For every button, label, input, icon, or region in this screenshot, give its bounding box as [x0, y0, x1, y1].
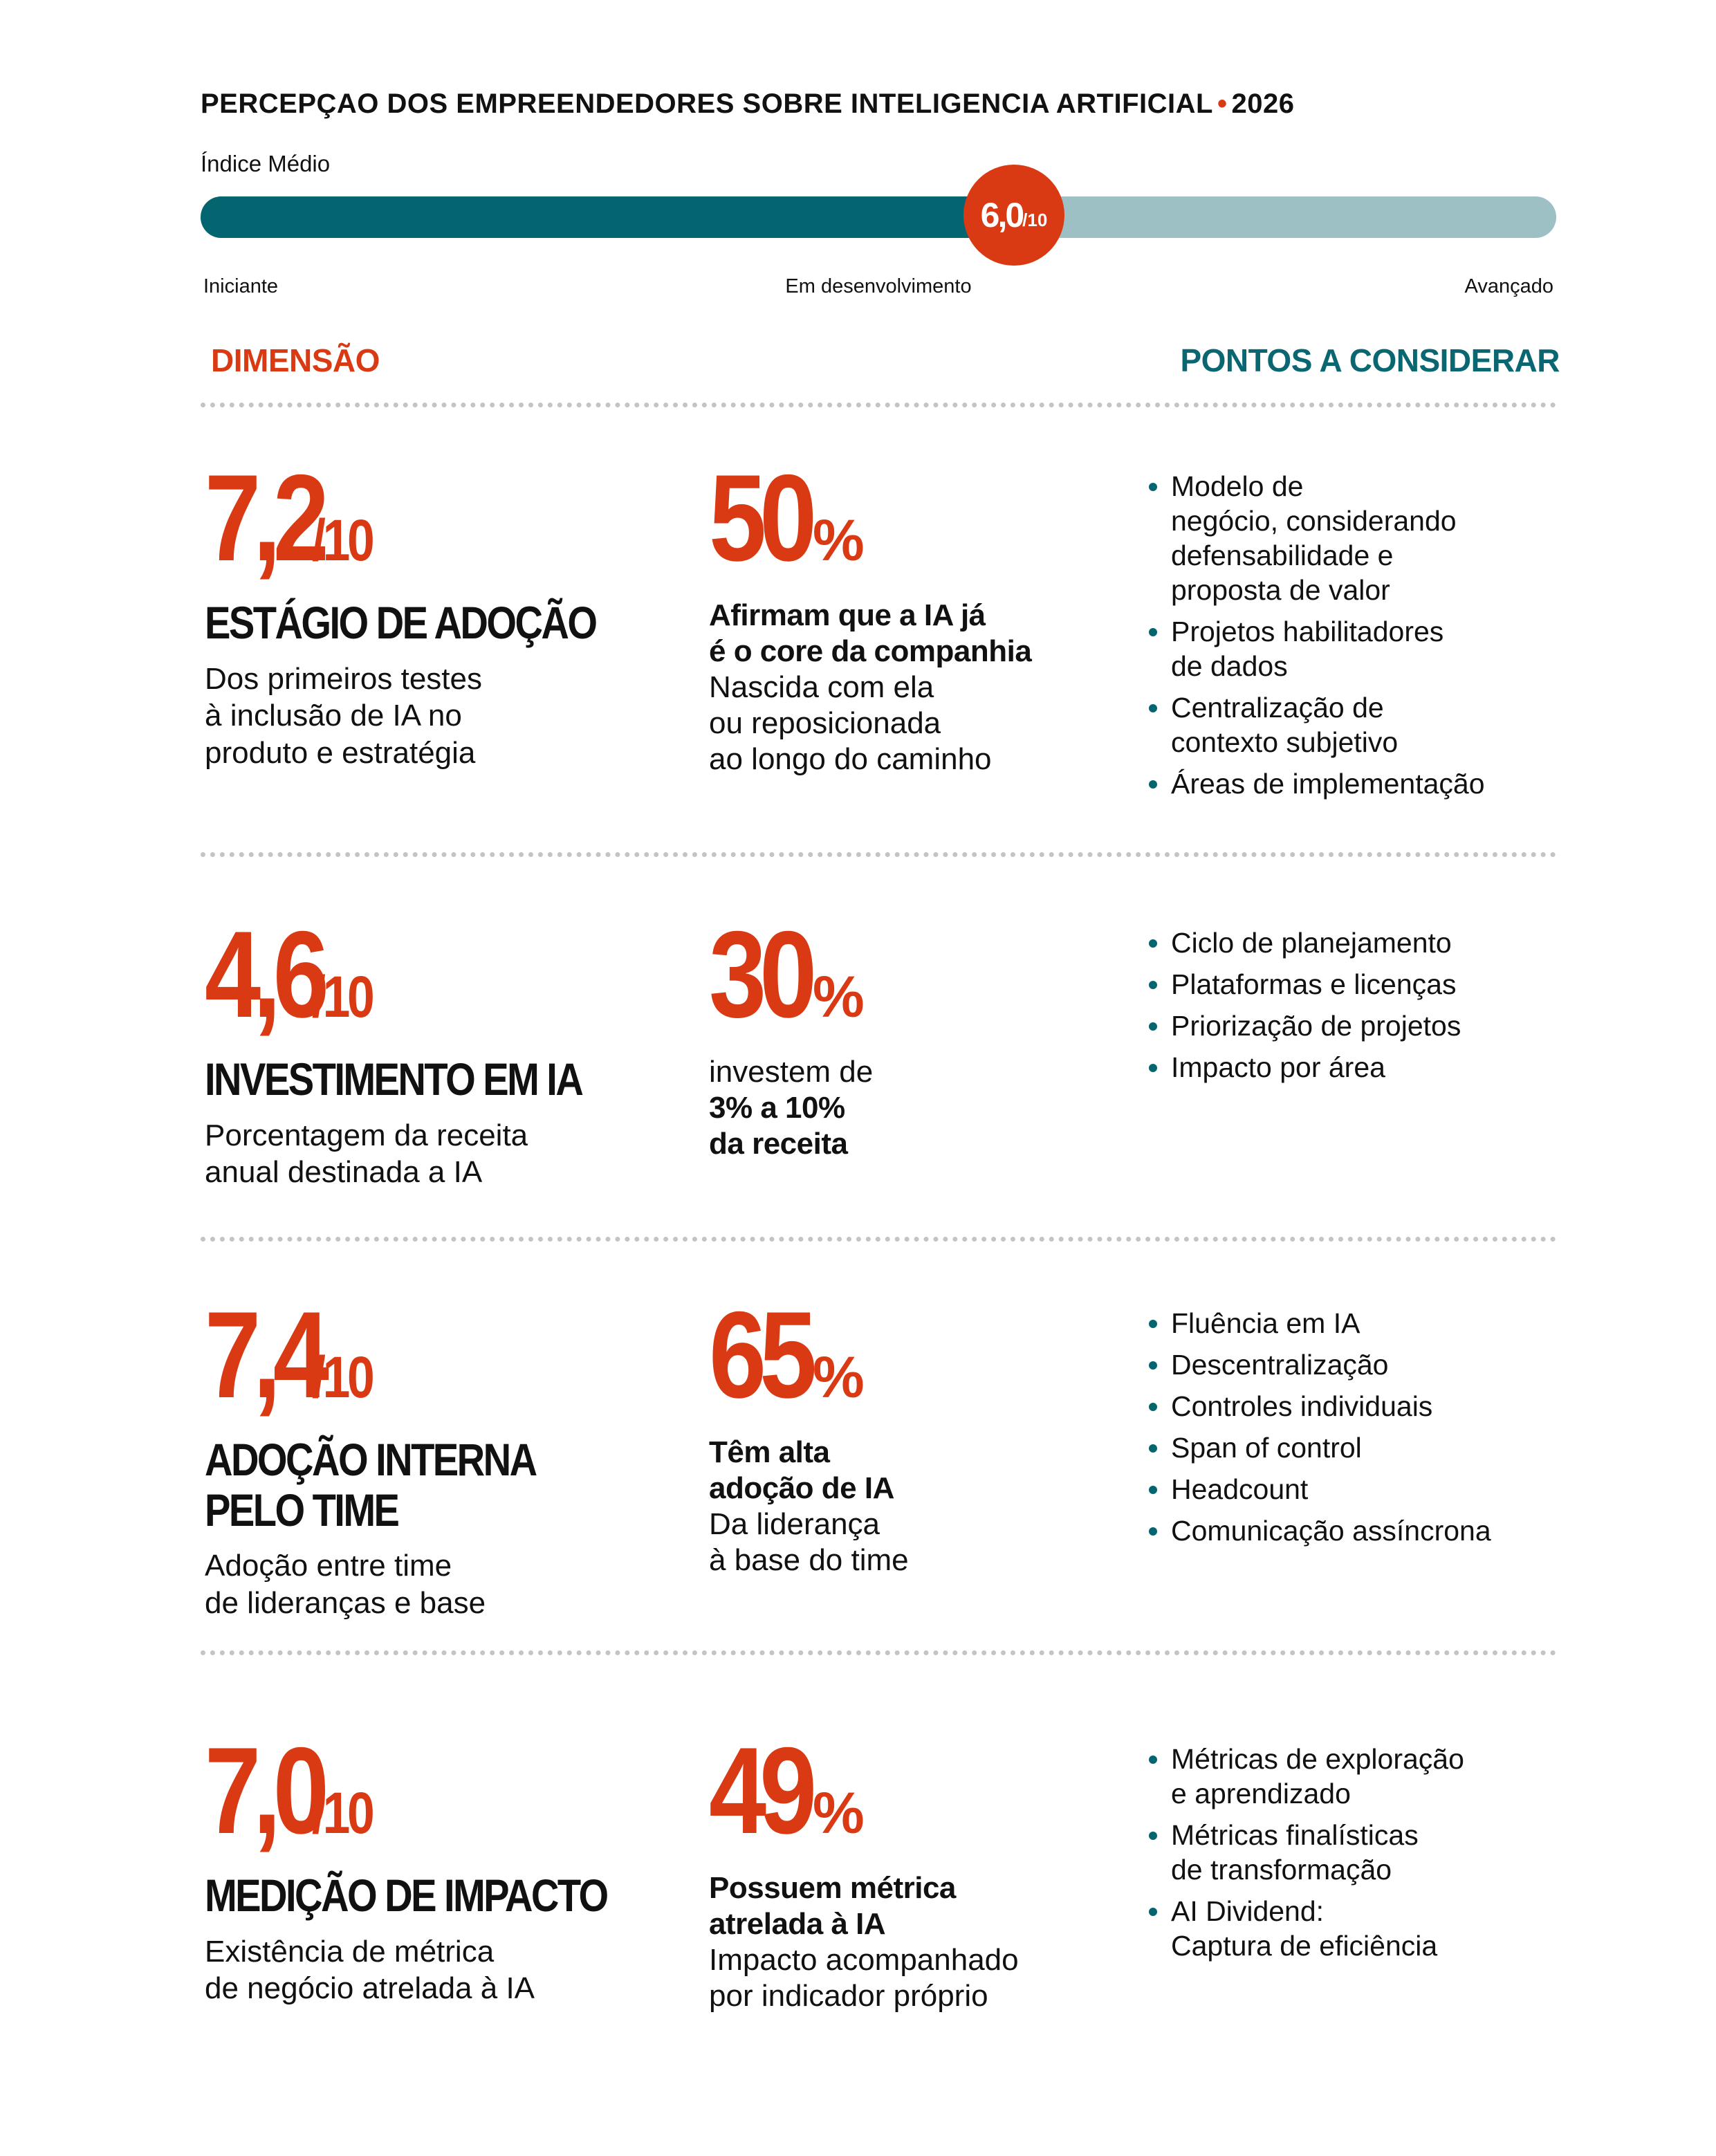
stat: 65% — [709, 1293, 1124, 1417]
point: Métricas finalísticas de transformação — [1145, 1818, 1574, 1887]
stat-block: 49% Possuem métrica atrelada à IA Impacto … — [709, 1729, 1124, 2014]
dimension-description: Existência de métrica de negócio atrelad… — [205, 1934, 535, 2006]
column-head: PONTOS A CONSIDERAR — [1180, 342, 1560, 378]
point: Métricas de exploração e aprendizado — [1145, 1742, 1574, 1811]
separator — [201, 1237, 1556, 1242]
stat-unit: % — [813, 508, 865, 573]
stat-captions: Possuem métrica atrelada à IA Impacto aco… — [709, 1870, 1124, 2014]
separator — [201, 1650, 1556, 1655]
point: Descentralização — [1145, 1347, 1574, 1382]
stat-value: 65 — [709, 1286, 817, 1423]
stat-caption: Têm alta adoção de IA — [709, 1435, 894, 1505]
point: Impacto por área — [1145, 1050, 1574, 1085]
stat-block: 30% investem de 3% a 10% da receita — [709, 913, 1124, 1162]
separator — [201, 403, 1556, 407]
score-value: 7,4 — [205, 1286, 329, 1423]
index-bar-track — [201, 196, 1556, 238]
dimension: 4,6/10 INVESTIMENTO EM IA Porcentagem da r… — [205, 913, 689, 1191]
stat-captions: investem de 3% a 10% da receita — [709, 1054, 1124, 1162]
points: Fluência em IA Descentralização Controles … — [1145, 1306, 1574, 1555]
dimension-name: INVESTIMENTO EM IA — [205, 1053, 584, 1105]
point: Headcount — [1145, 1472, 1574, 1507]
index-marker: 6,0/10 — [963, 165, 1064, 266]
point: Fluência em IA — [1145, 1306, 1574, 1340]
level-label: Iniciante — [203, 275, 279, 297]
separator — [201, 852, 1556, 857]
title-text: PERCEPÇAO DOS EMPREENDEDORES SOBRE INTEL… — [201, 89, 1213, 119]
score-suffix: /10 — [312, 508, 375, 573]
point: Comunicação assíncrona — [1145, 1513, 1574, 1548]
stat-captions: Têm alta adoção de IA Da liderança à base… — [709, 1435, 1124, 1578]
stat-caption: Possuem métrica atrelada à IA — [709, 1871, 956, 1941]
point: Priorização de projetos — [1145, 1008, 1574, 1043]
dimension-description: Adoção entre time de lideranças e base — [205, 1549, 486, 1620]
level-label: Em desenvolvimento — [785, 275, 972, 297]
point: Centralização de contexto subjetivo — [1145, 690, 1574, 759]
score-value: 7,2 — [205, 449, 329, 587]
index-scale: /10 — [1022, 209, 1048, 230]
point: Modelo de negócio, considerando defensab… — [1145, 469, 1574, 607]
dimension-name: MEDIÇÃO DE IMPACTO — [205, 1870, 609, 1921]
point: Span of control — [1145, 1430, 1574, 1465]
score: 7,4/10 — [205, 1293, 689, 1417]
dimension: 7,4/10 ADOÇÃO INTERNA PELO TIME Adoção ent… — [205, 1293, 689, 1622]
stat-value: 30 — [709, 905, 817, 1043]
point: AI Dividend: Captura de eficiência — [1145, 1894, 1574, 1963]
point: Projetos habilitadores de dados — [1145, 614, 1574, 683]
stat-caption: Nascida com ela ou reposicionada ao long… — [709, 670, 992, 776]
points: Ciclo de planejamento Plataformas e licen… — [1145, 925, 1574, 1091]
index-label: Índice Médio — [201, 151, 331, 176]
score: 7,2/10 — [205, 457, 689, 580]
dimension: 7,2/10 ESTÁGIO DE ADOÇÃO Dos primeiros tes… — [205, 457, 689, 772]
index-value: 6,0 — [980, 196, 1024, 234]
stat-caption: 3% a 10% da receita — [709, 1090, 848, 1161]
score: 7,0/10 — [205, 1729, 689, 1852]
stat: 30% — [709, 913, 1124, 1036]
stat-caption: Impacto acompanhado por indicador própri… — [709, 1942, 1019, 2013]
score-value: 7,0 — [205, 1722, 329, 1859]
level-label: Avançado — [1464, 275, 1553, 297]
stat-block: 50% Afirmam que a IA já é o core da compa… — [709, 457, 1124, 777]
point: Plataformas e licenças — [1145, 967, 1574, 1002]
points: Métricas de exploração e aprendizado Métr… — [1145, 1742, 1574, 1970]
index-bar-fill — [201, 196, 1014, 238]
stat-block: 65% Têm alta adoção de IA Da liderança à b… — [709, 1293, 1124, 1578]
score: 4,6/10 — [205, 913, 689, 1036]
dimension: 7,0/10 MEDIÇÃO DE IMPACTO Existência de mé… — [205, 1729, 689, 2007]
stat-caption: investem de — [709, 1055, 874, 1089]
dimension-description: Dos primeiros testes à inclusão de IA no… — [205, 661, 483, 770]
score-value: 4,6 — [205, 905, 329, 1043]
score-suffix: /10 — [312, 1345, 375, 1410]
title-year: 2026 — [1231, 89, 1295, 119]
stat-caption: Da liderança à base do time — [709, 1507, 909, 1577]
stat: 50% — [709, 457, 1124, 580]
point: Controles individuais — [1145, 1389, 1574, 1423]
score-suffix: /10 — [312, 964, 375, 1029]
stat-unit: % — [813, 1345, 865, 1410]
stat: 49% — [709, 1729, 1124, 1852]
dimension-name: ADOÇÃO INTERNA PELO TIME — [205, 1434, 537, 1536]
stat-caption: Afirmam que a IA já é o core da companhi… — [709, 598, 1032, 668]
stat-unit: % — [813, 1780, 865, 1845]
title: PERCEPÇAO DOS EMPREENDEDORES SOBRE INTEL… — [201, 89, 1294, 120]
score-suffix: /10 — [312, 1780, 375, 1845]
column-head: DIMENSÃO — [211, 342, 380, 378]
stat-captions: Afirmam que a IA já é o core da companhi… — [709, 598, 1124, 777]
dimension-description: Porcentagem da receita anual destinada a… — [205, 1118, 528, 1190]
point: Áreas de implementação — [1145, 766, 1574, 801]
stat-unit: % — [813, 964, 865, 1029]
title-dot: • — [1217, 89, 1228, 119]
point: Ciclo de planejamento — [1145, 925, 1574, 960]
stat-value: 50 — [709, 449, 817, 587]
stat-value: 49 — [709, 1722, 817, 1859]
dimension-name: ESTÁGIO DE ADOÇÃO — [205, 597, 598, 648]
points: Modelo de negócio, considerando defensab… — [1145, 469, 1574, 808]
